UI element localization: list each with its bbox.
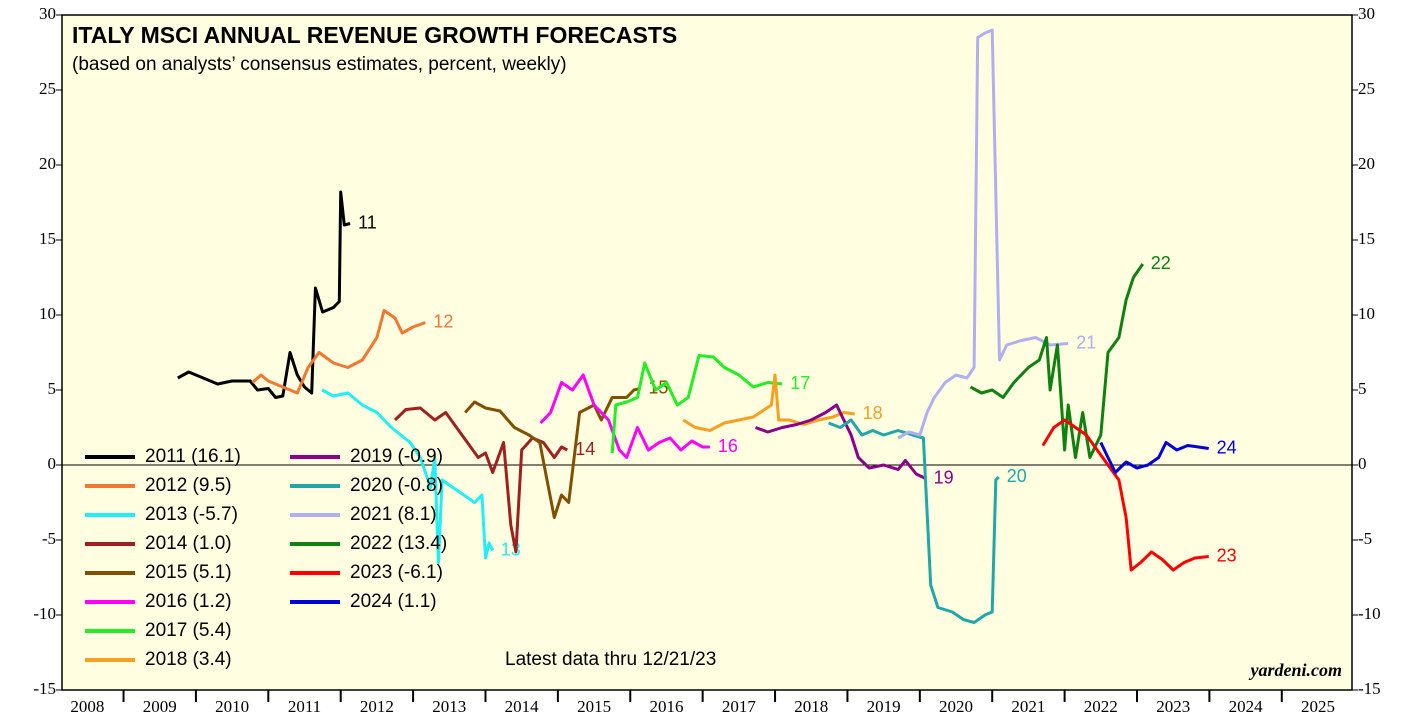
x-tick-label: 2015: [577, 697, 611, 716]
end-label: 20: [1007, 466, 1027, 486]
end-label: 24: [1217, 437, 1237, 457]
y2-tick-label: 25: [1358, 79, 1375, 98]
legend-label: 2018 (3.4): [145, 649, 232, 670]
y-tick-label: 5: [48, 379, 57, 398]
end-label: 14: [575, 439, 595, 459]
x-tick-label: 2021: [1011, 697, 1045, 716]
y-tick-label: -5: [42, 529, 56, 548]
legend-label: 2019 (-0.9): [350, 446, 443, 467]
x-tick-label: 2016: [649, 697, 683, 716]
y2-tick-label: 10: [1358, 304, 1375, 323]
legend-label: 2011 (16.1): [145, 446, 241, 467]
annotation: Latest data thru 12/21/23: [505, 649, 716, 670]
y2-tick-label: 20: [1358, 154, 1375, 173]
legend-label: 2020 (-0.8): [350, 475, 443, 496]
y2-tick-label: -15: [1358, 679, 1381, 698]
y-tick-label: 10: [39, 304, 56, 323]
series-line: [828, 418, 1000, 624]
plot-area: [61, 14, 1353, 691]
series-line: [1041, 418, 1209, 572]
legend-label: 2012 (9.5): [145, 475, 232, 496]
end-label: 23: [1217, 545, 1237, 565]
series-line: [177, 190, 351, 399]
legend-label: 2023 (-6.1): [350, 562, 443, 583]
series-line: [393, 406, 568, 554]
legend-label: 2015 (5.1): [145, 562, 232, 583]
end-label: 11: [358, 212, 377, 232]
series-line: [321, 388, 495, 564]
series-line: [539, 373, 710, 459]
end-label: 12: [433, 311, 453, 331]
y-tick-label: 0: [48, 454, 57, 473]
y-tick-label: 15: [39, 229, 56, 248]
x-tick-label: 2014: [505, 697, 540, 716]
y2-tick-label: -10: [1358, 604, 1381, 623]
end-label: 18: [863, 403, 883, 423]
end-label: 17: [790, 373, 810, 393]
x-tick-label: 2020: [939, 697, 973, 716]
x-tick-label: 2011: [288, 697, 321, 716]
y2-tick-label: 0: [1358, 454, 1367, 473]
legend-label: 2022 (13.4): [350, 533, 447, 554]
x-tick-label: 2023: [1156, 697, 1190, 716]
y2-tick-label: 30: [1358, 4, 1375, 23]
x-tick-label: 2013: [432, 697, 466, 716]
end-label: 16: [718, 436, 738, 456]
x-tick-label: 2018: [794, 697, 828, 716]
chart-title: ITALY MSCI ANNUAL REVENUE GROWTH FORECAS…: [72, 22, 677, 48]
legend-label: 2016 (1.2): [145, 591, 232, 612]
series-line: [754, 403, 927, 480]
x-tick-label: 2022: [1084, 697, 1118, 716]
legend-label: 2013 (-5.7): [145, 504, 238, 525]
y2-tick-label: 15: [1358, 229, 1375, 248]
end-label: 19: [934, 467, 954, 487]
y-tick-label: 25: [39, 79, 56, 98]
legend-label: 2014 (1.0): [145, 533, 232, 554]
series-line: [251, 309, 426, 395]
legend-label: 2017 (5.4): [145, 620, 232, 641]
series-line: [1099, 441, 1209, 474]
legend-label: 2021 (8.1): [350, 504, 437, 525]
x-tick-label: 2009: [143, 697, 177, 716]
x-tick-label: 2010: [215, 697, 249, 716]
source: yardeni.com: [1249, 660, 1343, 680]
series-line: [464, 387, 641, 519]
x-tick-label: 2025: [1301, 697, 1335, 716]
y2-tick-label: 5: [1358, 379, 1367, 398]
x-tick-label: 2019: [867, 697, 901, 716]
legend-label: 2024 (1.1): [350, 591, 437, 612]
x-tick-label: 2017: [722, 697, 757, 716]
x-tick-label: 2024: [1229, 697, 1264, 716]
y-tick-label: 20: [39, 154, 56, 173]
series-line: [969, 263, 1145, 459]
series-line: [897, 28, 1069, 440]
series-line: [682, 373, 855, 432]
chart-subtitle: (based on analysts’ consensus estimates,…: [72, 54, 567, 75]
x-tick-label: 2008: [70, 697, 104, 716]
end-label: 22: [1151, 253, 1171, 273]
x-tick-label: 2012: [360, 697, 394, 716]
y-tick-label: 30: [39, 4, 56, 23]
y-tick-label: -10: [33, 604, 56, 623]
y-tick-label: -15: [33, 679, 56, 698]
series-line: [610, 354, 783, 454]
end-label: 21: [1076, 332, 1096, 352]
y2-tick-label: -5: [1358, 529, 1372, 548]
